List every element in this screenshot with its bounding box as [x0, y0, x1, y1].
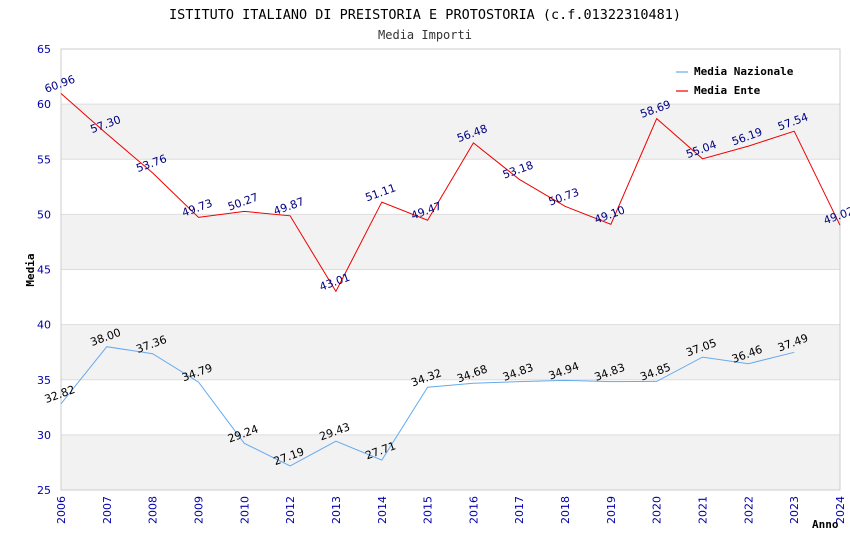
x-tick-label: 2009 [192, 496, 205, 524]
grid-band [61, 434, 840, 490]
y-tick-label: 60 [37, 98, 51, 111]
y-tick-label: 55 [37, 153, 51, 166]
grid-band [61, 159, 840, 215]
grid-band [61, 324, 840, 380]
x-tick-label: 2024 [834, 496, 847, 524]
x-tick-label: 2022 [742, 496, 755, 524]
y-tick-label: 35 [37, 374, 51, 387]
series-lines [60, 93, 841, 467]
x-tick-label: 2018 [559, 496, 572, 524]
legend-label-media-ente: Media Ente [694, 84, 761, 97]
legend-box [670, 60, 810, 102]
x-tick-label: 2008 [147, 496, 160, 524]
x-tick-label: 2013 [330, 496, 343, 524]
y-tick-label: 40 [37, 319, 51, 332]
grid-band [61, 104, 840, 160]
x-tick-label: 2014 [376, 496, 389, 524]
grid-band [61, 214, 840, 270]
y-axis-ticks: 25 30 35 40 45 50 55 60 65 [37, 43, 51, 497]
grid-band [61, 269, 840, 325]
chart-title: ISTITUTO ITALIANO DI PREISTORIA E PROTOS… [169, 7, 681, 23]
legend: Media Nazionale Media Ente [670, 60, 810, 102]
x-tick-label: 2016 [467, 496, 480, 524]
grid-band [61, 379, 840, 435]
y-tick-label: 50 [37, 208, 51, 221]
x-tick-label: 2021 [697, 496, 710, 524]
legend-label-media-nazionale: Media Nazionale [694, 65, 794, 78]
y-tick-label: 25 [37, 484, 51, 497]
x-tick-label: 2007 [101, 496, 114, 524]
y-tick-label: 30 [37, 429, 51, 442]
chart-subtitle: Media Importi [378, 28, 472, 42]
x-tick-label: 2012 [284, 496, 297, 524]
x-tick-label: 2006 [55, 496, 68, 524]
plot-area [60, 48, 841, 491]
y-tick-label: 45 [37, 264, 51, 277]
x-axis-ticks: 2006 2007 2008 2009 2010 2012 2013 2014 2015 2016… [55, 496, 847, 524]
x-tick-label: 2019 [605, 496, 618, 524]
x-axis-label: Anno [812, 518, 839, 531]
x-tick-label: 2017 [513, 496, 526, 524]
series-line-media-ente [60, 93, 841, 293]
x-tick-label: 2015 [422, 496, 435, 524]
x-tick-label: 2020 [651, 496, 664, 524]
x-tick-label: 2023 [788, 496, 801, 524]
x-tick-label: 2010 [238, 496, 251, 524]
grid-bands [61, 49, 840, 490]
series-line-media-nazionale [60, 346, 795, 467]
y-axis-label: Media [24, 253, 37, 286]
y-tick-label: 65 [37, 43, 51, 56]
